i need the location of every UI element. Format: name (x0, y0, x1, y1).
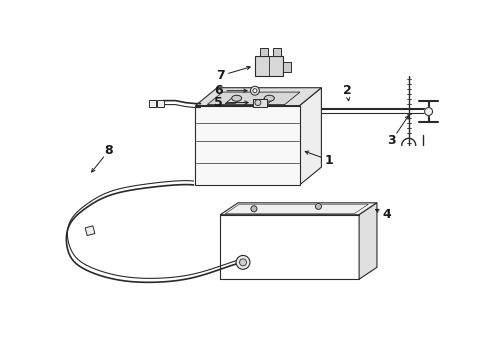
Text: 8: 8 (104, 144, 113, 157)
Polygon shape (224, 98, 241, 104)
Circle shape (424, 108, 432, 116)
Text: 2: 2 (342, 84, 351, 97)
Bar (156, 100, 163, 107)
Text: 6: 6 (213, 84, 222, 97)
Bar (272, 48, 280, 56)
Bar (85, 226, 95, 235)
Polygon shape (207, 92, 299, 105)
Circle shape (250, 206, 256, 212)
Ellipse shape (231, 95, 241, 101)
Ellipse shape (264, 95, 274, 101)
Text: 7: 7 (215, 69, 224, 82)
Polygon shape (299, 88, 321, 185)
Circle shape (250, 86, 259, 95)
Circle shape (239, 259, 246, 266)
Bar (282, 62, 290, 72)
Polygon shape (220, 203, 376, 215)
Text: 4: 4 (382, 208, 390, 221)
Bar (252, 99, 266, 107)
Bar (148, 100, 155, 107)
Circle shape (265, 108, 273, 116)
Text: 3: 3 (387, 134, 395, 147)
Circle shape (252, 89, 256, 93)
Text: 5: 5 (213, 96, 222, 109)
Text: 1: 1 (325, 154, 333, 167)
Polygon shape (358, 203, 376, 279)
Polygon shape (195, 88, 321, 105)
Bar (254, 56, 282, 76)
Circle shape (236, 255, 249, 269)
Bar (259, 48, 267, 56)
Polygon shape (195, 105, 299, 185)
Circle shape (254, 100, 260, 105)
Circle shape (315, 203, 321, 210)
Polygon shape (257, 98, 274, 104)
